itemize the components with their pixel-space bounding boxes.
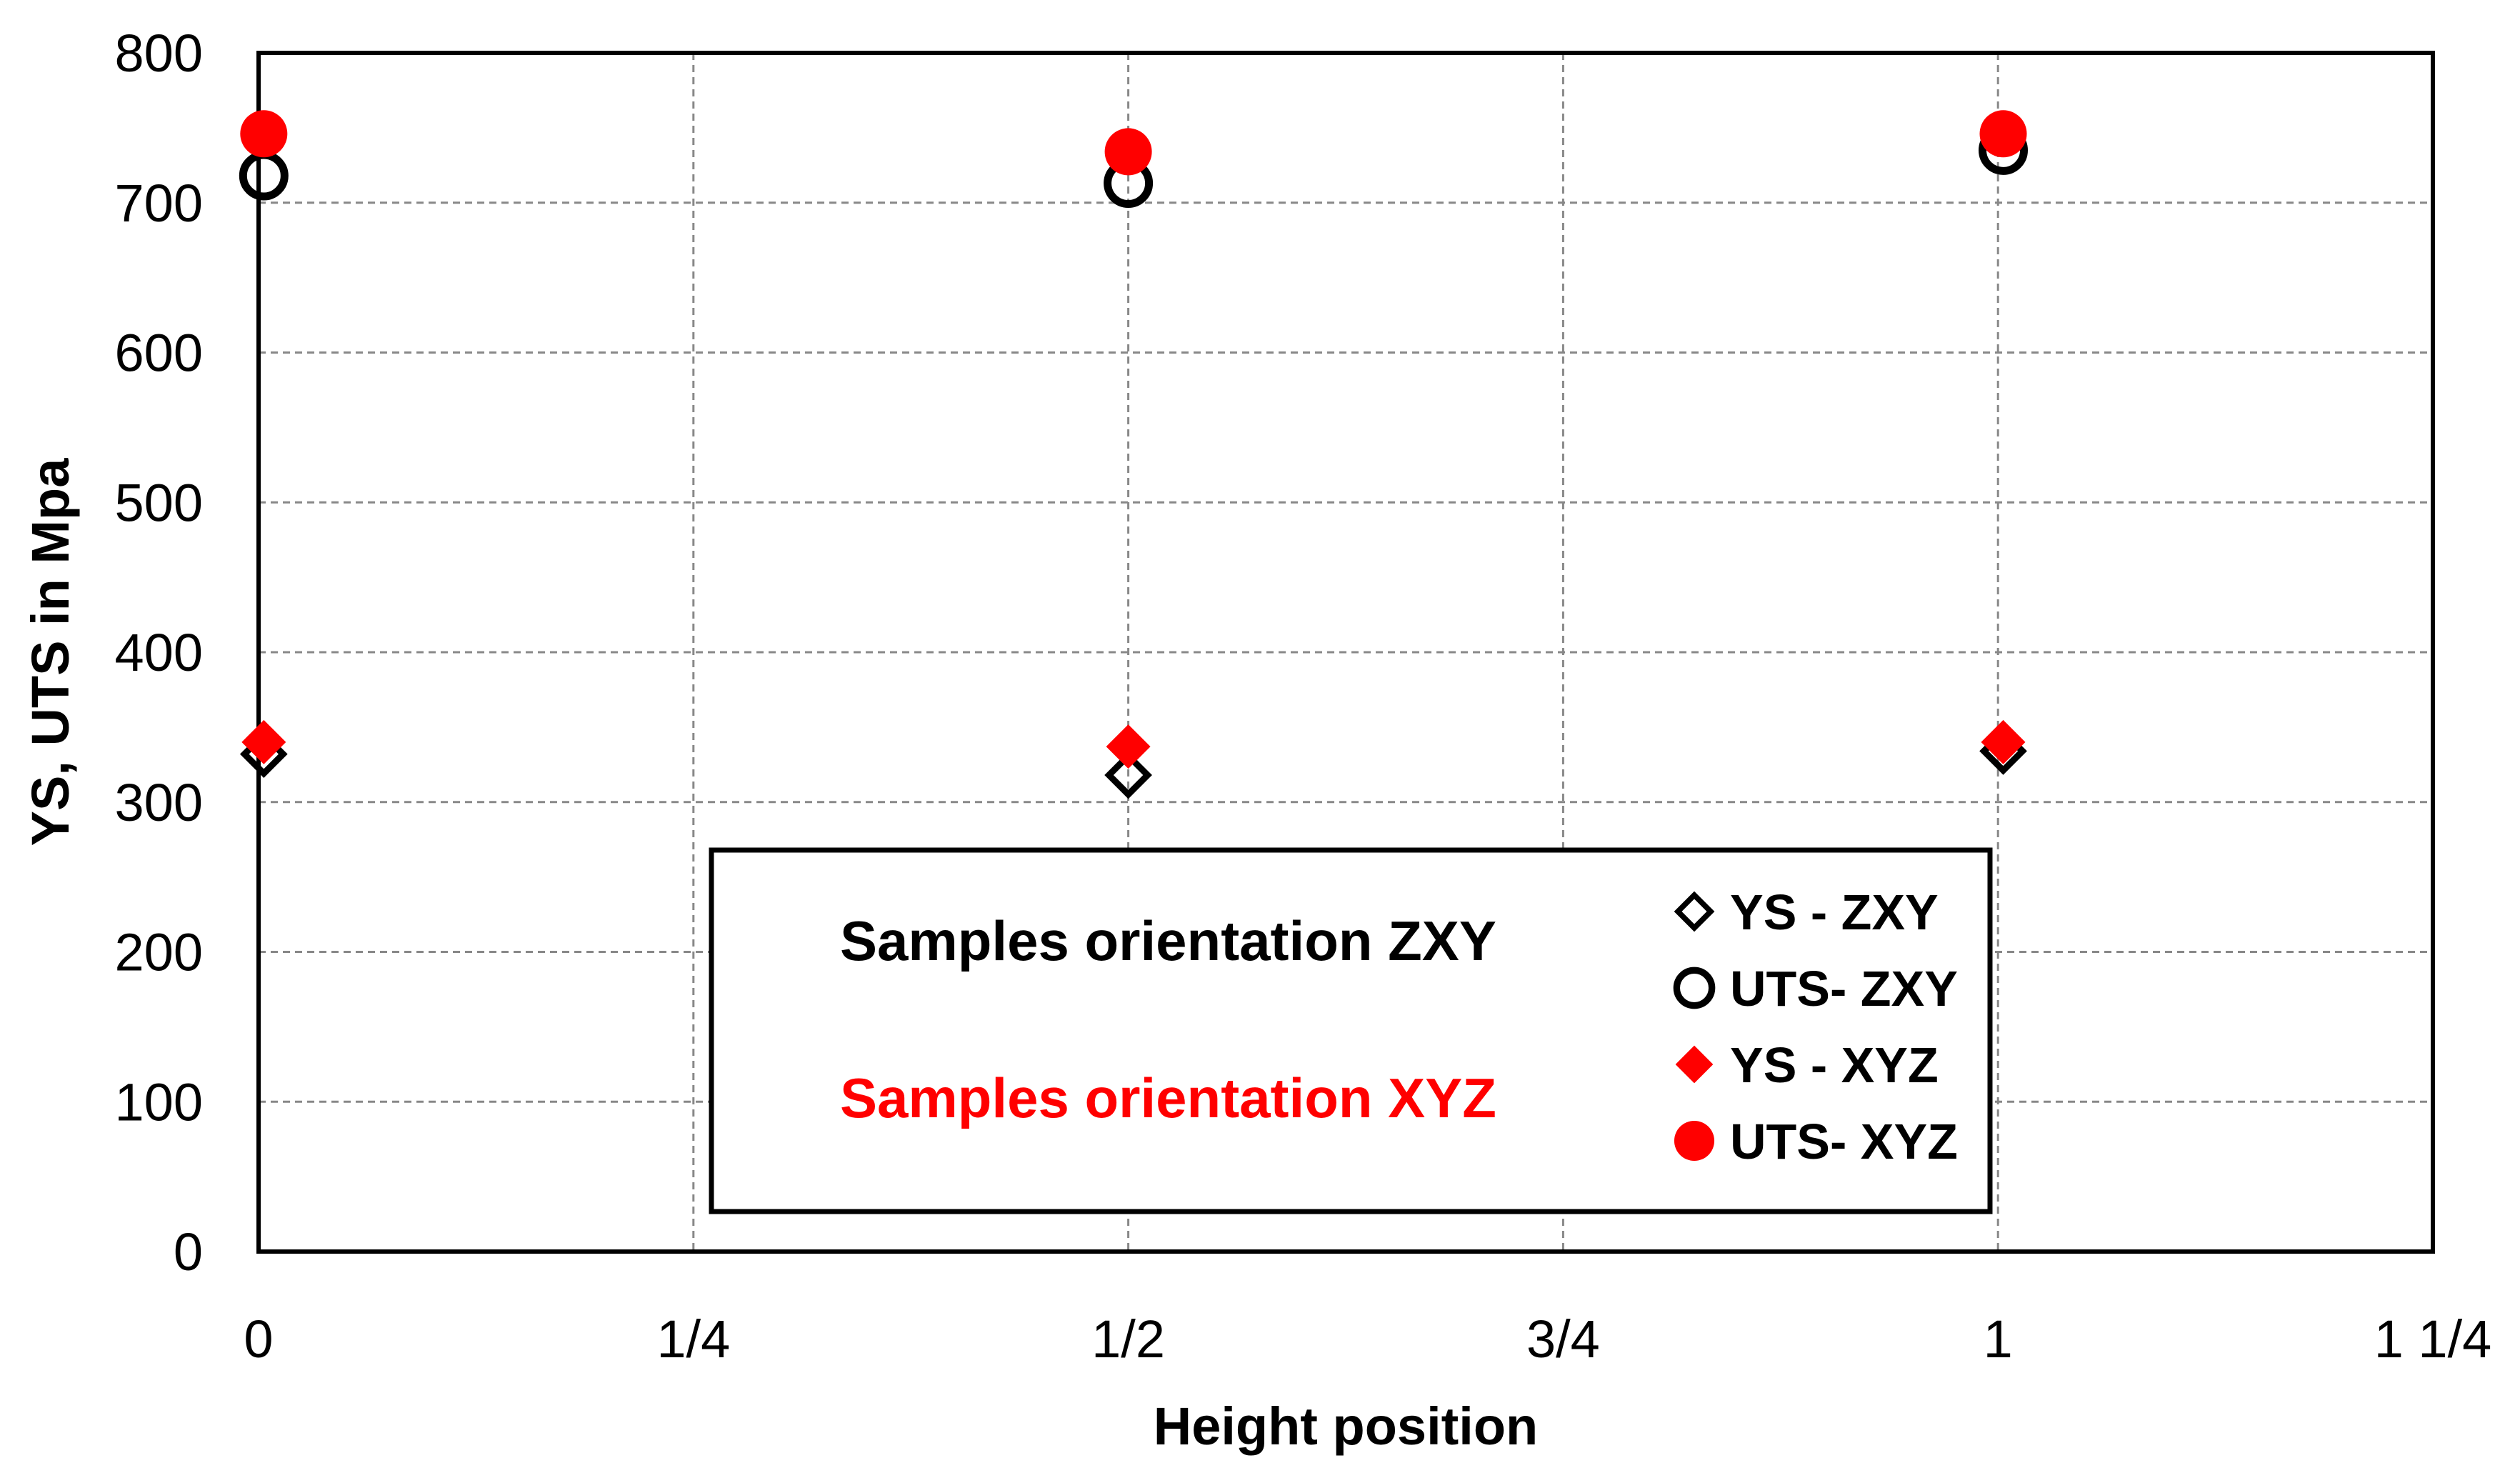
legend: Samples orientation ZXY Samples orientat… — [709, 847, 1993, 1214]
legend-label-3: UTS- XYZ — [1730, 1114, 1958, 1169]
legend-marker-0 — [1674, 891, 1715, 932]
legend-box — [709, 847, 1993, 1214]
x-tick-label: 1 — [1984, 1309, 2013, 1369]
plot-area-frame — [256, 51, 2435, 1254]
y-axis-title: YS, UTS in Mpa — [21, 458, 80, 847]
annotation-xyz: Samples orientation XYZ — [840, 1067, 1496, 1129]
x-tick-label: 1/2 — [1091, 1309, 1165, 1369]
y-tick-label: 300 — [115, 773, 203, 832]
data-points — [239, 110, 2029, 799]
y-tick-label: 200 — [115, 923, 203, 982]
x-axis-title: Height position — [1154, 1397, 1539, 1456]
legend-marker-2 — [1675, 1045, 1714, 1084]
y-tick-label: 0 — [174, 1222, 203, 1282]
data-point-ys-xyz-0 — [241, 719, 286, 764]
y-tick-label: 500 — [115, 473, 203, 532]
data-point-uts-xyz-0 — [240, 110, 288, 158]
data-point-uts-xyz-2 — [1979, 110, 2027, 158]
x-tick-label: 0 — [244, 1309, 273, 1369]
legend-marker-3 — [1674, 1120, 1715, 1162]
x-tick-label: 1 1/4 — [2374, 1309, 2492, 1369]
data-point-ys-zxy-1 — [1104, 751, 1152, 799]
legend-label-0: YS - ZXY — [1730, 884, 1939, 940]
legend-label-1: UTS- ZXY — [1730, 961, 1958, 1017]
x-tick-label: 3/4 — [1526, 1309, 1600, 1369]
legend-entries: YS - ZXY UTS- ZXY YS - XYZ UTS- XYZ — [1673, 884, 1958, 1169]
y-tick-label: 100 — [115, 1072, 203, 1132]
data-point-uts-xyz-1 — [1104, 128, 1152, 176]
data-point-ys-xyz-1 — [1106, 724, 1151, 769]
y-tick-label: 400 — [115, 623, 203, 682]
y-tick-label: 800 — [115, 24, 203, 83]
data-point-ys-xyz-2 — [1981, 719, 2026, 764]
legend-label-2: YS - XYZ — [1730, 1037, 1939, 1093]
y-tick-label: 700 — [115, 174, 203, 233]
y-tick-label: 600 — [115, 324, 203, 383]
x-axis-tick-labels: 0 1/4 1/2 3/4 1 1 1/4 — [244, 1309, 2491, 1369]
annotation-zxy: Samples orientation ZXY — [840, 909, 1496, 972]
x-tick-label: 1/4 — [656, 1309, 730, 1369]
y-axis-tick-labels: 0 100 200 300 400 500 600 700 800 — [115, 24, 203, 1282]
legend-marker-1 — [1673, 967, 1716, 1009]
